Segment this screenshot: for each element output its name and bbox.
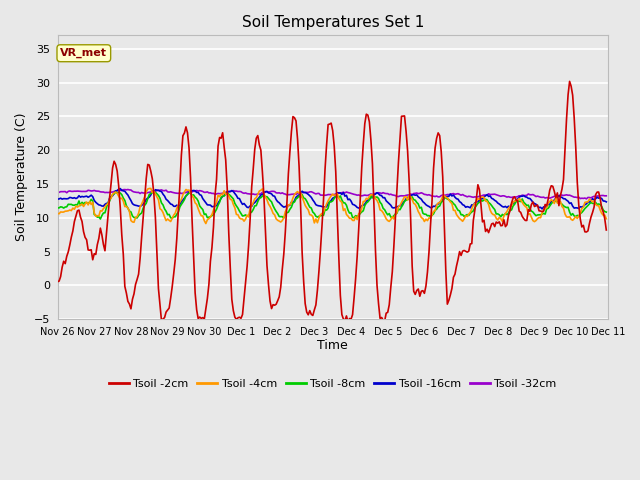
X-axis label: Time: Time xyxy=(317,339,348,352)
Y-axis label: Soil Temperature (C): Soil Temperature (C) xyxy=(15,113,28,241)
Legend: Tsoil -2cm, Tsoil -4cm, Tsoil -8cm, Tsoil -16cm, Tsoil -32cm: Tsoil -2cm, Tsoil -4cm, Tsoil -8cm, Tsoi… xyxy=(104,374,561,393)
Title: Soil Temperatures Set 1: Soil Temperatures Set 1 xyxy=(241,15,424,30)
Text: VR_met: VR_met xyxy=(60,48,108,59)
